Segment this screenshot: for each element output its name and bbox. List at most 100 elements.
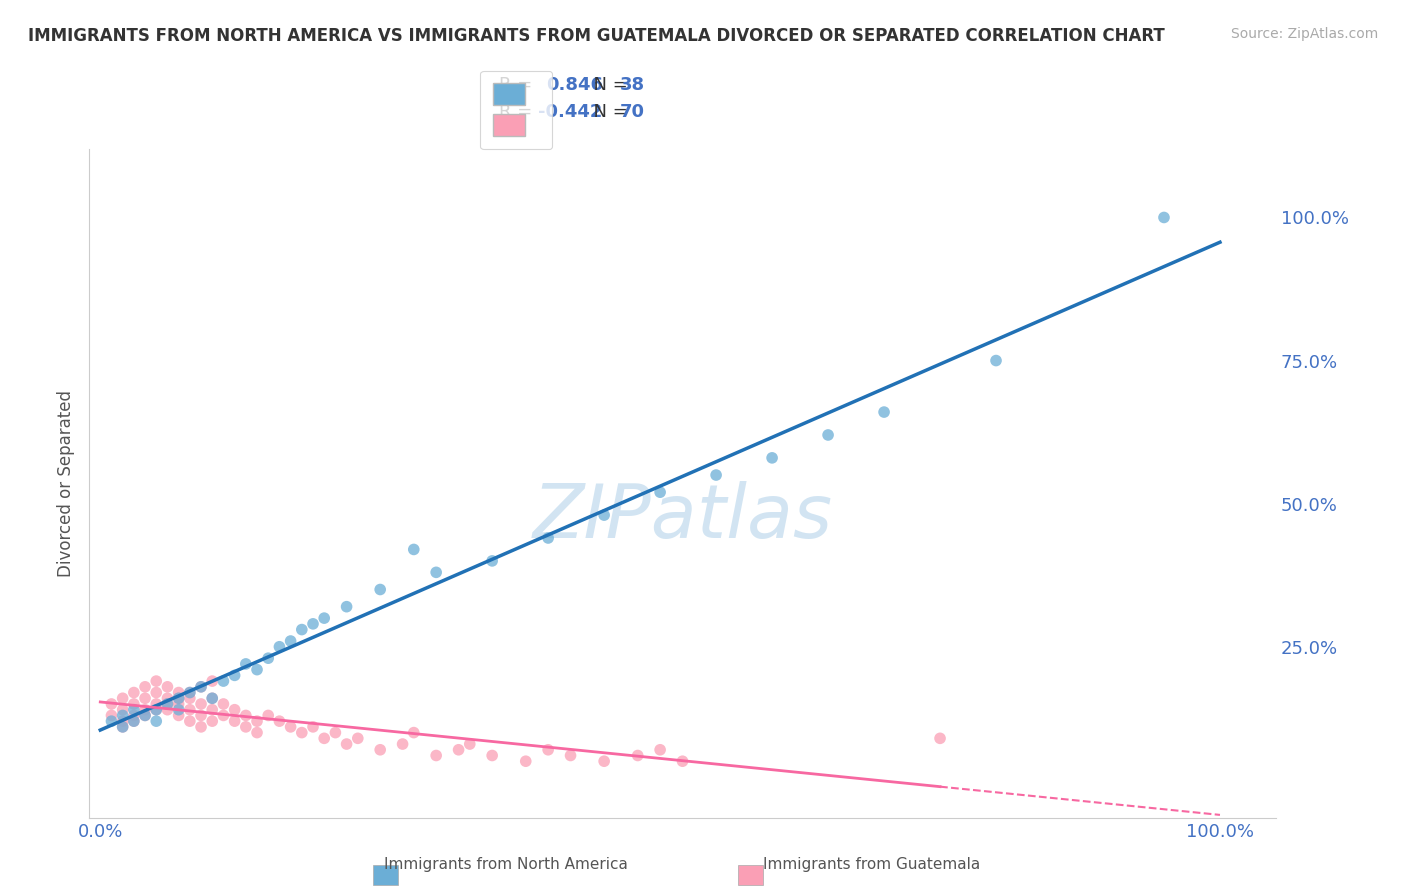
Point xyxy=(201,674,224,689)
Point xyxy=(190,697,212,711)
Point xyxy=(346,731,368,746)
Point xyxy=(122,697,145,711)
Text: -0.442: -0.442 xyxy=(537,103,602,121)
Text: IMMIGRANTS FROM NORTH AMERICA VS IMMIGRANTS FROM GUATEMALA DIVORCED OR SEPARATED: IMMIGRANTS FROM NORTH AMERICA VS IMMIGRA… xyxy=(28,27,1164,45)
Point xyxy=(447,743,470,757)
Point xyxy=(134,691,156,706)
Point xyxy=(145,674,167,689)
Point xyxy=(671,754,693,768)
Point xyxy=(212,708,235,723)
Point xyxy=(212,697,235,711)
Point xyxy=(122,714,145,728)
Point xyxy=(111,691,134,706)
Point xyxy=(704,468,727,483)
Point xyxy=(145,714,167,728)
Point xyxy=(280,634,302,648)
Text: Source: ZipAtlas.com: Source: ZipAtlas.com xyxy=(1230,27,1378,41)
Point xyxy=(156,703,179,717)
Point xyxy=(402,542,425,557)
Point xyxy=(537,743,560,757)
Point xyxy=(246,725,269,739)
Text: N =: N = xyxy=(582,76,633,95)
Text: Immigrants from Guatemala: Immigrants from Guatemala xyxy=(763,857,980,872)
Point xyxy=(325,725,347,739)
Point xyxy=(100,697,122,711)
Point xyxy=(235,720,257,734)
Point xyxy=(111,720,134,734)
Point xyxy=(291,623,314,637)
Point xyxy=(167,703,190,717)
Point xyxy=(179,685,201,699)
Point xyxy=(425,566,447,580)
Point xyxy=(100,714,122,728)
Point xyxy=(873,405,896,419)
Point xyxy=(190,680,212,694)
Point xyxy=(179,685,201,699)
Point xyxy=(817,428,839,442)
Point xyxy=(314,611,336,625)
Point xyxy=(650,485,672,500)
Point xyxy=(257,708,280,723)
Point xyxy=(402,725,425,739)
Point xyxy=(134,680,156,694)
Point xyxy=(425,748,447,763)
Point xyxy=(122,708,145,723)
Point xyxy=(167,691,190,706)
Point xyxy=(336,737,359,751)
Y-axis label: Divorced or Separated: Divorced or Separated xyxy=(58,390,75,577)
Point xyxy=(481,554,503,568)
Point xyxy=(156,697,179,711)
Point xyxy=(302,720,325,734)
Text: Immigrants from North America: Immigrants from North America xyxy=(384,857,628,872)
Point xyxy=(190,680,212,694)
Point xyxy=(122,714,145,728)
Point xyxy=(224,703,246,717)
Point xyxy=(156,697,179,711)
Text: R =: R = xyxy=(499,76,543,95)
Point xyxy=(458,737,481,751)
Point xyxy=(111,714,134,728)
Point xyxy=(224,714,246,728)
Point xyxy=(179,703,201,717)
Point xyxy=(984,353,1007,368)
Point xyxy=(368,743,391,757)
Point xyxy=(650,743,672,757)
Point xyxy=(156,691,179,706)
Point xyxy=(269,640,291,654)
Point xyxy=(235,708,257,723)
Text: R =: R = xyxy=(499,103,537,121)
Point xyxy=(167,685,190,699)
Point xyxy=(336,599,359,614)
Point xyxy=(190,720,212,734)
Point xyxy=(167,691,190,706)
Point xyxy=(291,725,314,739)
Point xyxy=(481,748,503,763)
Point xyxy=(167,697,190,711)
Legend: , : , xyxy=(481,70,553,149)
Point xyxy=(100,708,122,723)
Point xyxy=(145,697,167,711)
Point xyxy=(593,508,616,522)
Point xyxy=(111,720,134,734)
Point xyxy=(537,531,560,545)
Point xyxy=(122,703,145,717)
Point xyxy=(368,582,391,597)
Point xyxy=(224,668,246,682)
Point xyxy=(201,691,224,706)
Text: ZIPatlas: ZIPatlas xyxy=(533,481,832,553)
Point xyxy=(314,731,336,746)
Point xyxy=(235,657,257,671)
Point xyxy=(134,708,156,723)
Point xyxy=(1153,211,1175,225)
Point xyxy=(246,663,269,677)
Point xyxy=(201,691,224,706)
Point xyxy=(179,691,201,706)
Point xyxy=(156,680,179,694)
Point xyxy=(302,616,325,631)
Point xyxy=(269,714,291,728)
Point xyxy=(280,720,302,734)
Point xyxy=(122,685,145,699)
Point xyxy=(134,708,156,723)
Point xyxy=(145,685,167,699)
Point xyxy=(145,703,167,717)
